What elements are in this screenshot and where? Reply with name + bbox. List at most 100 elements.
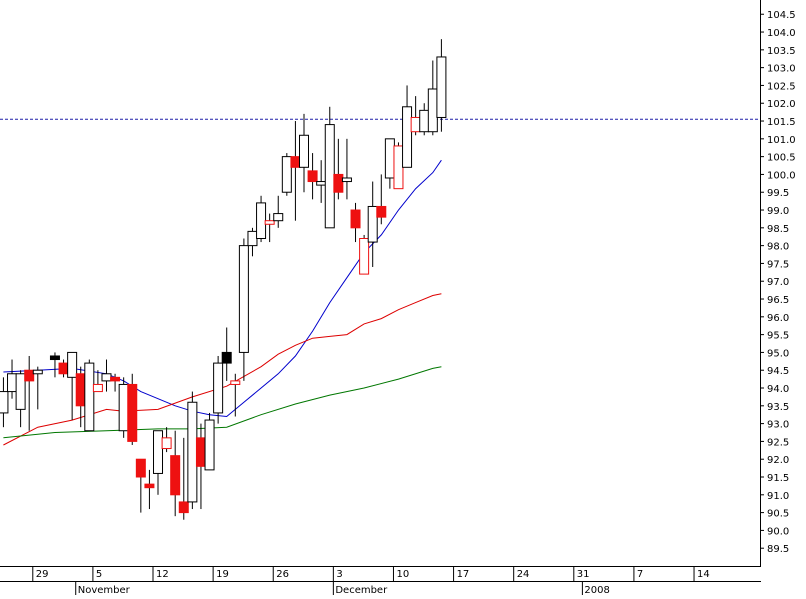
- candle-body: [341, 177, 352, 183]
- candle-body: [316, 181, 327, 186]
- y-tick-label: 103.5: [767, 46, 796, 57]
- y-tick-label: 91.0: [767, 491, 789, 502]
- candle-body: [135, 458, 146, 478]
- candle: [7, 359, 18, 399]
- candle-body: [247, 230, 258, 247]
- y-tick-label: 96.5: [767, 295, 789, 306]
- candle-body: [230, 380, 241, 385]
- candle-body: [384, 138, 395, 179]
- y-tick-label: 89.5: [767, 544, 789, 555]
- candle-body: [359, 238, 370, 275]
- candle: [299, 113, 309, 193]
- candle: [178, 437, 189, 520]
- candle: [32, 366, 43, 410]
- candle-body: [290, 156, 301, 168]
- candle-body: [221, 351, 232, 364]
- month-label: November: [78, 585, 131, 595]
- x-tick-label: 24: [517, 569, 530, 580]
- x-tick-label: 10: [396, 569, 409, 580]
- x-tick-label: 12: [156, 569, 169, 580]
- candle-body: [324, 124, 335, 229]
- moving-average-line-2: [3, 293, 442, 446]
- candle: [127, 373, 138, 445]
- candle-body: [7, 373, 18, 393]
- y-tick-label: 93.5: [767, 402, 789, 413]
- candle: [419, 103, 430, 136]
- candle: [367, 181, 378, 267]
- candle-body: [238, 245, 249, 353]
- candle-body: [110, 376, 121, 382]
- candle: [264, 213, 275, 243]
- candle: [256, 195, 267, 243]
- y-tick-label: 100.5: [767, 153, 796, 164]
- candle: [92, 370, 103, 393]
- candle-body: [144, 483, 155, 489]
- candle: [307, 153, 318, 200]
- candle-body: [15, 373, 26, 410]
- candle-body: [376, 205, 387, 218]
- candle-body: [187, 401, 198, 503]
- candle-body: [101, 373, 112, 382]
- candle-body: [153, 430, 164, 474]
- y-tick-label: 96.0: [767, 313, 789, 324]
- y-tick-label: 97.0: [767, 277, 789, 288]
- candle-body: [67, 351, 78, 378]
- candle: [153, 430, 164, 495]
- y-tick-label: 90.5: [767, 509, 789, 520]
- candle-body: [118, 383, 129, 432]
- y-tick-label: 101.0: [767, 135, 796, 146]
- y-tick-label: 92.5: [767, 437, 789, 448]
- month-label: December: [335, 585, 388, 595]
- candle-body: [281, 156, 292, 193]
- candle: [402, 85, 413, 168]
- moving-average-layer: [3, 159, 442, 446]
- candle-body: [58, 362, 69, 375]
- moving-average-line-1: [3, 159, 442, 418]
- candle: [376, 174, 387, 225]
- candles-layer: [0, 39, 447, 520]
- y-tick-label: 104.0: [767, 28, 796, 39]
- moving-average-line-3: [3, 366, 442, 439]
- candle-body: [75, 373, 86, 407]
- candle: [427, 60, 438, 136]
- candle-body: [0, 391, 9, 414]
- y-tick-label: 104.5: [767, 10, 796, 21]
- candle: [49, 352, 60, 378]
- candle: [350, 202, 361, 243]
- candle-body: [84, 362, 95, 432]
- candle-body: [24, 369, 35, 382]
- y-tick-label: 92.0: [767, 455, 789, 466]
- y-tick-label: 98.5: [767, 224, 789, 235]
- y-tick-label: 103.0: [767, 64, 796, 75]
- candle: [316, 160, 327, 203]
- x-tick-label: 14: [697, 569, 710, 580]
- candle-body: [264, 220, 275, 225]
- candle: [161, 427, 172, 453]
- candle: [384, 138, 395, 189]
- y-tick-label: 102.0: [767, 99, 796, 110]
- candle: [273, 195, 284, 228]
- candle: [118, 377, 129, 438]
- candle: [135, 458, 146, 513]
- x-tick-label: 26: [276, 569, 289, 580]
- candle-body: [410, 116, 421, 133]
- candle: [281, 153, 292, 196]
- x-tick-label: 17: [457, 569, 470, 580]
- candle-body: [307, 170, 318, 183]
- y-tick-label: 91.5: [767, 473, 789, 484]
- y-tick-label: 99.5: [767, 188, 789, 199]
- candle-body: [178, 501, 189, 514]
- candle: [247, 227, 258, 257]
- y-tick-label: 100.0: [767, 170, 796, 181]
- candle-body: [195, 437, 206, 467]
- candle: [213, 355, 224, 424]
- y-tick-label: 90.0: [767, 526, 789, 537]
- x-tick-label: 3: [336, 569, 342, 580]
- x-tick-label: 5: [96, 569, 102, 580]
- candle: [0, 377, 9, 428]
- candle-body: [393, 145, 404, 190]
- x-tick-label: 19: [216, 569, 229, 580]
- candle-body: [333, 173, 344, 193]
- candle: [110, 373, 121, 392]
- candle: [341, 138, 352, 200]
